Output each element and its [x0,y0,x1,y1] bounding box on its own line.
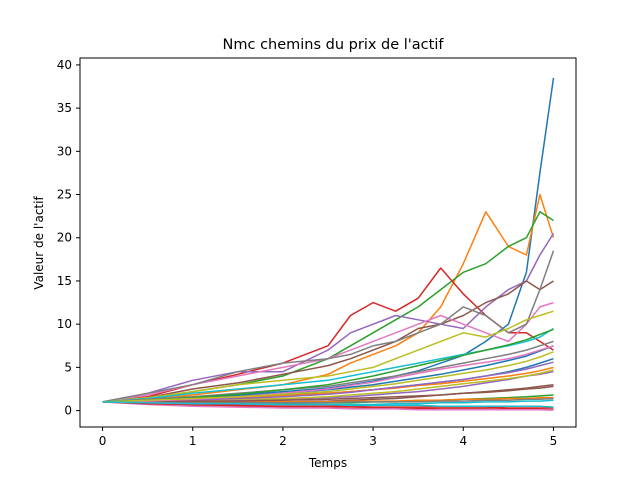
series-line-24 [102,401,554,409]
y-tick-label: 20 [57,231,72,245]
series-line-4 [102,267,554,403]
x-tick-label: 0 [99,434,107,448]
series-line-23 [102,328,554,403]
series-line-2 [102,193,555,403]
y-tick-label: 25 [57,188,72,202]
series-line-9 [102,310,554,403]
plot-frame [79,57,577,428]
series-line-26 [102,385,554,403]
x-tick-label: 4 [459,434,467,448]
x-tick-label: 2 [279,434,287,448]
series-line-17 [102,401,554,411]
series-layer [102,77,555,411]
y-tick-label: 10 [57,317,72,331]
y-axis: 0 5 10 15 20 25 30 35 40 [57,58,80,418]
y-tick-label: 35 [57,101,72,115]
series-line-7 [102,301,554,403]
y-tick-label: 40 [57,58,72,72]
series-line-18 [102,340,554,403]
y-tick-label: 5 [64,360,72,374]
x-tick-label: 3 [369,434,377,448]
x-axis-label: Temps [308,456,347,470]
chart-title: Nmc chemins du prix de l'actif [223,37,445,53]
series-line-10 [102,327,554,403]
series-line-25 [102,361,554,403]
series-line-22 [102,396,554,403]
series-line-30 [102,401,554,408]
y-tick-label: 30 [57,144,72,158]
series-line-5 [102,233,555,403]
x-axis: 0 1 2 3 4 5 [99,427,558,448]
x-tick-label: 1 [189,434,197,448]
x-tick-label: 5 [550,434,558,448]
series-line-29 [102,351,554,403]
y-axis-label: Valeur de l'actif [32,196,46,290]
y-tick-label: 0 [64,404,72,418]
series-line-28 [102,397,554,404]
y-tick-label: 15 [57,274,72,288]
series-line-8 [102,250,555,403]
